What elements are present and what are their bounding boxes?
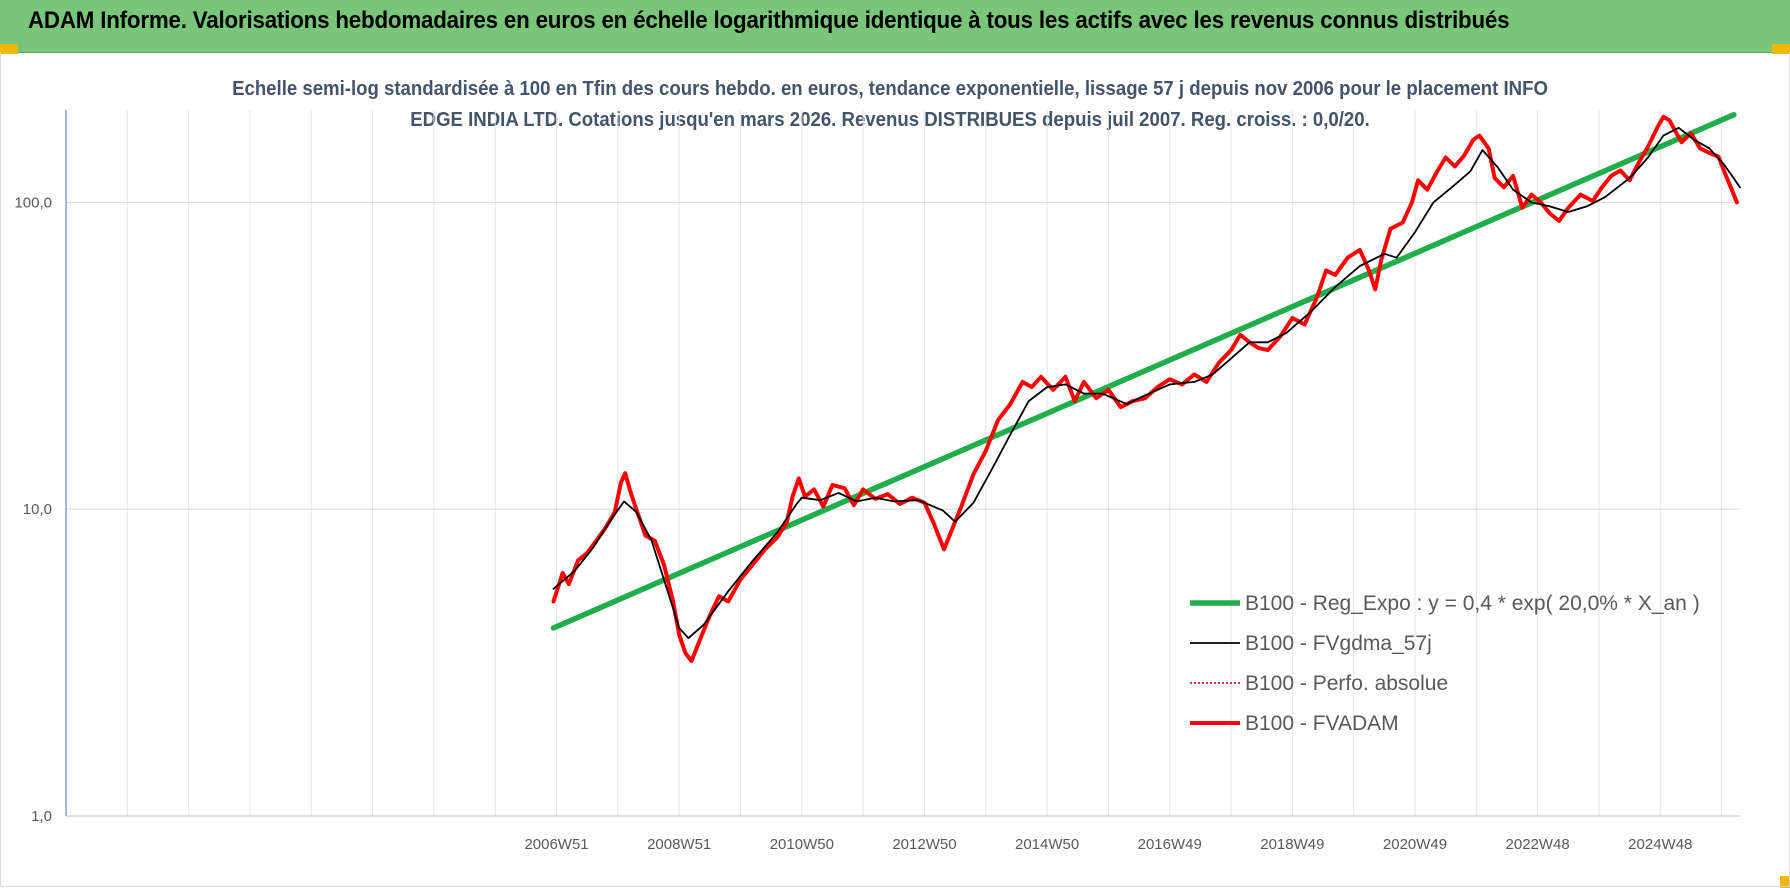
x-tick-label: 2020W49 xyxy=(1383,836,1447,853)
x-tick-label: 2006W51 xyxy=(524,836,588,853)
legend-label: B100 - FVgdma_57j xyxy=(1245,632,1432,655)
x-tick-label: 2008W51 xyxy=(647,836,711,853)
corner-marker xyxy=(1780,876,1790,888)
banner-title: ADAM Informe. Valorisations hebdomadaire… xyxy=(28,7,1510,34)
legend-label: B100 - Reg_Expo : y = 0,4 * exp( 20,0% *… xyxy=(1245,592,1700,615)
series-layer xyxy=(550,111,1741,663)
legend-label: B100 - Perfo. absolue xyxy=(1245,672,1448,695)
legend-label: B100 - FVADAM xyxy=(1245,712,1399,735)
y-tick-label: 1,0 xyxy=(31,808,52,825)
x-tick-label: 2018W49 xyxy=(1260,836,1324,853)
series-line-0 xyxy=(550,111,1737,631)
axes xyxy=(65,110,1740,817)
y-tick-label: 100,0 xyxy=(14,194,52,211)
corner-marker xyxy=(0,44,18,54)
x-tick-label: 2010W50 xyxy=(770,836,834,853)
y-axis-ticks: 100,0 10,0 1,0 xyxy=(14,194,52,825)
corner-marker xyxy=(1772,44,1790,54)
x-tick-label: 2012W50 xyxy=(892,836,956,853)
grid-lines xyxy=(66,110,1740,817)
series-line-1 xyxy=(552,126,1741,639)
legend: B100 - Reg_Expo : y = 0,4 * exp( 20,0% *… xyxy=(1190,592,1700,735)
x-tick-label: 2022W48 xyxy=(1506,836,1570,853)
x-tick-label: 2024W48 xyxy=(1628,836,1692,853)
x-axis-ticks: 2006W51 2008W51 2010W50 2012W50 2014W50 2016W… xyxy=(524,836,1692,853)
x-tick-label: 2016W49 xyxy=(1138,836,1202,853)
banner: ADAM Informe. Valorisations hebdomadaire… xyxy=(0,0,1790,53)
x-tick-label: 2014W50 xyxy=(1015,836,1079,853)
y-tick-label: 10,0 xyxy=(23,501,52,518)
chart-title: Echelle semi-log standardisée à 100 en T… xyxy=(232,78,1548,131)
series-line-3 xyxy=(551,114,1739,663)
